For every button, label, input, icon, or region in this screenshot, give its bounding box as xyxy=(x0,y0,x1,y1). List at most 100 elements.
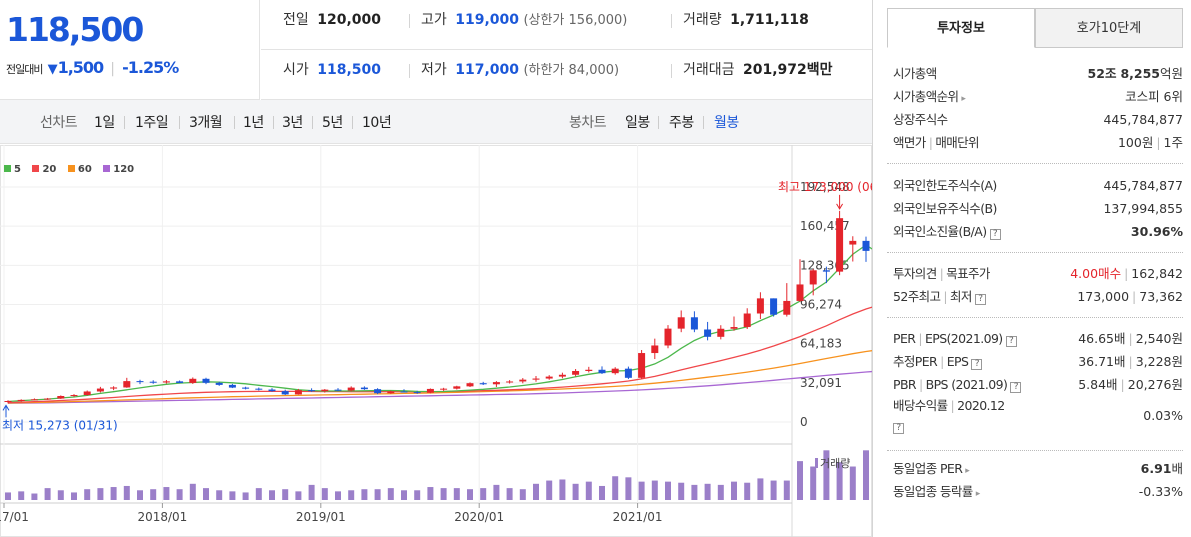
info-group-foreign: 외국인한도주식수(A) 445,784,877 외국인보유주식수(B) 137,… xyxy=(893,174,1183,243)
prev-close-value: 120,000 xyxy=(317,12,381,28)
dividend-label: 배당수익률 | 2020.12? xyxy=(893,396,1005,436)
bps-text: BPS (2021.09) xyxy=(925,377,1008,392)
period-5y[interactable]: 5년 xyxy=(322,115,343,131)
candle-body xyxy=(756,298,764,314)
price-change: 전일대비 ▼1,500 | -1.25% xyxy=(6,58,179,77)
legend-label: 5 xyxy=(14,164,21,175)
volume-bar xyxy=(453,488,460,500)
divider xyxy=(658,116,659,129)
candle-body xyxy=(704,329,712,337)
candle-body xyxy=(638,353,646,378)
industry-per-label[interactable]: 동일업종 PER ▸ xyxy=(893,457,970,483)
help-icon[interactable]: ? xyxy=(989,229,1001,240)
trade-value: 거래대금 201,972백만 xyxy=(683,50,833,99)
market-cap-rank-label[interactable]: 시가총액순위 ▸ xyxy=(893,85,966,111)
volume-bar xyxy=(31,493,38,500)
volume-bar xyxy=(150,489,157,500)
opinion-text: 투자의견 xyxy=(893,266,937,281)
volume-bar xyxy=(335,491,341,500)
industry-rate-label[interactable]: 동일업종 등락률 ▸ xyxy=(893,480,980,506)
open-label: 시가 xyxy=(283,62,309,78)
volume-bar xyxy=(783,480,790,500)
x-tick-label: 2017/01 xyxy=(0,510,29,524)
candle-body xyxy=(334,389,342,391)
market-cap-row: 시가총액 52조 8,255억원 xyxy=(893,62,1183,85)
low-price: 저가 117,000 (하한가 84,000) xyxy=(421,50,619,99)
week52-high-number: 173,000 xyxy=(1077,289,1130,304)
help-icon[interactable]: ? xyxy=(1010,382,1022,393)
low-annotation: 최저 15,273 (01/31) xyxy=(2,418,118,432)
volume-bar xyxy=(546,480,553,500)
trade-unit-value: 1주 xyxy=(1163,135,1183,150)
candle-body xyxy=(387,391,395,394)
trade-value-unit: 백만 xyxy=(806,62,833,78)
est-per-value: 36.71배 | 3,228원 xyxy=(1078,350,1183,373)
candle-body xyxy=(479,383,487,385)
volume-bar xyxy=(440,488,447,500)
market-cap-rank-row[interactable]: 시가총액순위 ▸ 코스피 6위 xyxy=(893,85,1183,108)
volume-legend-swatch xyxy=(815,458,818,468)
period-1d[interactable]: 1일 xyxy=(94,115,115,131)
help-icon[interactable]: ? xyxy=(893,423,904,434)
period-10y[interactable]: 10년 xyxy=(362,115,392,131)
divider xyxy=(124,116,125,129)
divider: | xyxy=(1132,289,1137,304)
tab-order-book[interactable]: 호가10단계 xyxy=(1035,8,1183,48)
volume-bar xyxy=(823,450,830,500)
low-arrow-head xyxy=(2,404,10,411)
help-icon[interactable]: ? xyxy=(1005,336,1017,347)
help-icon[interactable]: ? xyxy=(974,294,986,305)
par-value-row: 액면가 | 매매단위 100원 | 1주 xyxy=(893,131,1183,154)
volume-bar xyxy=(691,484,698,500)
candle-body xyxy=(347,387,355,391)
candle-body xyxy=(321,389,329,391)
help-icon[interactable]: ? xyxy=(971,359,983,370)
volume-bar xyxy=(744,482,751,500)
period-3m[interactable]: 3개월 xyxy=(189,115,223,131)
divider: | xyxy=(940,354,944,369)
period-monthly[interactable]: 월봉 xyxy=(714,115,739,131)
divider: | xyxy=(1124,266,1129,281)
tab-invest-info[interactable]: 투자정보 xyxy=(887,8,1035,48)
candle-body xyxy=(770,298,778,315)
industry-rate-row[interactable]: 동일업종 등락률 ▸ -0.33% xyxy=(893,480,1183,503)
period-1w[interactable]: 1주일 xyxy=(135,115,169,131)
candle-body xyxy=(215,382,223,385)
candle-body xyxy=(545,376,553,379)
candle-body xyxy=(572,370,580,375)
volume-bar xyxy=(519,489,526,500)
period-1y[interactable]: 1년 xyxy=(243,115,264,131)
opinion-value: 4.00매수 | 162,842 xyxy=(1070,262,1183,285)
period-daily[interactable]: 일봉 xyxy=(625,115,650,131)
pbr-text: PBR xyxy=(893,377,917,392)
open-price: 시가 118,500 xyxy=(283,50,381,99)
candle-body xyxy=(400,391,408,393)
volume-bar xyxy=(189,483,196,500)
legend-swatch xyxy=(103,165,111,172)
upper-limit: (상한가 156,000) xyxy=(523,13,628,28)
y-tick-label: 32,091 xyxy=(800,376,842,390)
pbr-number: 5.84배 xyxy=(1078,377,1118,392)
divider xyxy=(312,116,313,129)
pbr-label: PBR | BPS (2021.09)? xyxy=(893,373,1022,396)
volume-bar xyxy=(321,488,328,500)
industry-per-row[interactable]: 동일업종 PER ▸ 6.91배 xyxy=(893,457,1183,480)
par-label: 액면가 | 매매단위 xyxy=(893,131,980,154)
candle-body xyxy=(17,399,25,402)
period-3y[interactable]: 3년 xyxy=(282,115,303,131)
volume-bar xyxy=(295,491,302,500)
week52-value: 173,000 | 73,362 xyxy=(1077,285,1183,308)
volume-bar xyxy=(467,489,473,500)
y-tick-label: 64,183 xyxy=(800,337,842,351)
volume-bar xyxy=(44,488,51,500)
divider: | xyxy=(919,377,923,392)
target-text: 목표주가 xyxy=(946,266,990,281)
volume-bar xyxy=(282,489,289,500)
candle-body xyxy=(202,378,210,383)
foreign-limit-row: 외국인한도주식수(A) 445,784,877 xyxy=(893,174,1183,197)
chart-toolbar: 선차트 1일 1주일 3개월 1년 3년 5년 10년 봉차트 일봉 주봉 월봉 xyxy=(0,100,872,144)
candle-body xyxy=(585,369,593,371)
period-weekly[interactable]: 주봉 xyxy=(669,115,694,131)
candle-body xyxy=(519,379,527,382)
candle-body xyxy=(136,381,144,383)
